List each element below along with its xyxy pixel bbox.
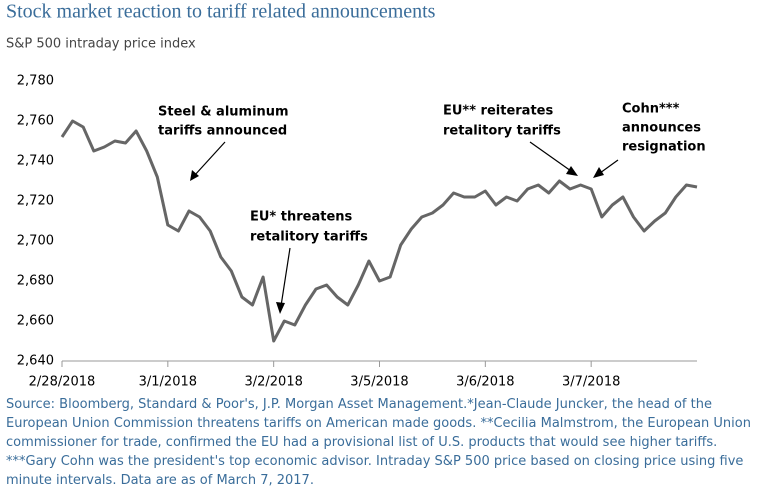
y-tick-label: 2,740 xyxy=(17,154,54,169)
arrow-head xyxy=(593,167,604,178)
annotation-text: EU* threatens xyxy=(250,210,353,225)
price-line xyxy=(60,119,698,343)
y-tick-label: 2,780 xyxy=(17,74,54,89)
y-tick-label: 2,660 xyxy=(17,314,54,329)
annotation-text: retalitory tariffs xyxy=(443,124,561,139)
annotation-arrow xyxy=(193,141,226,177)
y-tick-label: 2,680 xyxy=(17,274,54,289)
x-tick-label: 3/7/2018 xyxy=(562,375,620,390)
x-tick-label: 3/6/2018 xyxy=(456,375,514,390)
annotation-text: Cohn*** xyxy=(622,102,680,117)
y-tick-label: 2,640 xyxy=(17,354,54,369)
x-tick-label: 2/28/2018 xyxy=(29,375,96,390)
arrow-head xyxy=(566,166,578,176)
annotation-text: resignation xyxy=(622,140,706,155)
source-note: Source: Bloomberg, Standard & Poor's, J.… xyxy=(6,397,751,488)
annotation-text: EU** reiterates xyxy=(443,104,553,119)
annotation-arrow xyxy=(529,141,572,172)
arrow-head xyxy=(190,170,199,181)
annotation-text: tariffs announced xyxy=(158,124,287,139)
chart: Stock market reaction to tariff related … xyxy=(6,1,706,390)
annotation-eu1: EU* threatens retalitory tariffs xyxy=(250,210,368,314)
x-tick-label: 3/2/2018 xyxy=(244,375,302,390)
annotation-arrow xyxy=(599,159,619,174)
y-tick-label: 2,760 xyxy=(17,114,54,129)
y-tick-label: 2,720 xyxy=(17,194,54,209)
chart-title: Stock market reaction to tariff related … xyxy=(6,1,436,23)
arrow-head xyxy=(276,302,285,314)
annotation-text: announces xyxy=(622,121,701,136)
chart-subtitle: S&P 500 intraday price index xyxy=(6,37,196,52)
annotation-text: retalitory tariffs xyxy=(250,230,368,245)
x-tick-label: 3/5/2018 xyxy=(350,375,408,390)
x-tick-label: 3/1/2018 xyxy=(139,375,197,390)
annotation-eu2: EU** reiterates retalitory tariffs xyxy=(443,104,578,176)
y-tick-label: 2,700 xyxy=(17,234,54,249)
annotation-arrow xyxy=(280,247,291,307)
annotation-steel: Steel & aluminum tariffs announced xyxy=(158,105,289,181)
annotation-text: Steel & aluminum xyxy=(158,105,289,120)
annotation-cohn: Cohn*** announces resignation xyxy=(593,102,706,178)
